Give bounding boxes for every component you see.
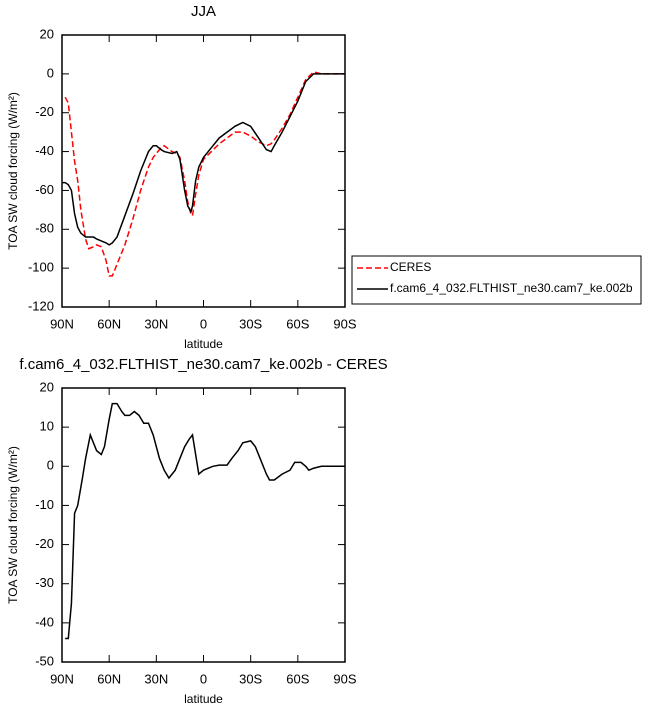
- y-tick-label: -10: [35, 497, 54, 512]
- x-axis-label: latitude: [184, 692, 223, 706]
- y-tick-label: -50: [35, 653, 54, 668]
- x-axis-label: latitude: [184, 337, 223, 351]
- x-tick-label: 0: [200, 316, 207, 331]
- x-tick-label: 90N: [50, 671, 74, 686]
- y-axis-label: TOA SW cloud forcing (W/m²): [6, 92, 20, 250]
- y-tick-label: 0: [47, 458, 54, 473]
- x-tick-label: 60S: [286, 671, 309, 686]
- x-tick-label: 60N: [97, 316, 121, 331]
- y-tick-label: 0: [47, 65, 54, 80]
- x-tick-label: 30N: [144, 316, 168, 331]
- y-axis-label: TOA SW cloud forcing (W/m²): [6, 446, 20, 604]
- x-tick-label: 30S: [239, 316, 262, 331]
- y-tick-label: -100: [28, 260, 54, 275]
- y-tick-label: -80: [35, 221, 54, 236]
- data-line: [62, 73, 345, 246]
- x-tick-label: 90S: [333, 671, 356, 686]
- x-tick-label: 0: [200, 671, 207, 686]
- y-tick-label: -40: [35, 614, 54, 629]
- y-tick-label: -40: [35, 143, 54, 158]
- y-tick-label: 10: [40, 419, 54, 434]
- y-tick-label: 20: [40, 26, 54, 41]
- x-tick-label: 60S: [286, 316, 309, 331]
- legend-box: [351, 255, 642, 305]
- y-tick-label: -30: [35, 575, 54, 590]
- x-tick-label: 30N: [144, 671, 168, 686]
- x-tick-label: 30S: [239, 671, 262, 686]
- legend-label: f.cam6_4_032.FLTHIST_ne30.cam7_ke.002b: [390, 281, 633, 295]
- plot-frame: [61, 34, 346, 308]
- y-tick-label: 20: [40, 379, 54, 394]
- x-tick-label: 90S: [333, 316, 356, 331]
- data-line: [65, 402, 345, 640]
- y-tick-label: -60: [35, 182, 54, 197]
- x-tick-label: 90N: [50, 316, 74, 331]
- x-tick-label: 60N: [97, 671, 121, 686]
- data-line: [64, 71, 345, 277]
- chart-title: JJA: [191, 3, 216, 20]
- legend-label: CERES: [390, 260, 431, 274]
- plot-frame: [61, 387, 346, 663]
- y-tick-label: -120: [28, 298, 54, 313]
- chart-title: f.cam6_4_032.FLTHIST_ne30.cam7_ke.002b -…: [19, 356, 387, 373]
- y-tick-label: -20: [35, 536, 54, 551]
- y-tick-label: -20: [35, 104, 54, 119]
